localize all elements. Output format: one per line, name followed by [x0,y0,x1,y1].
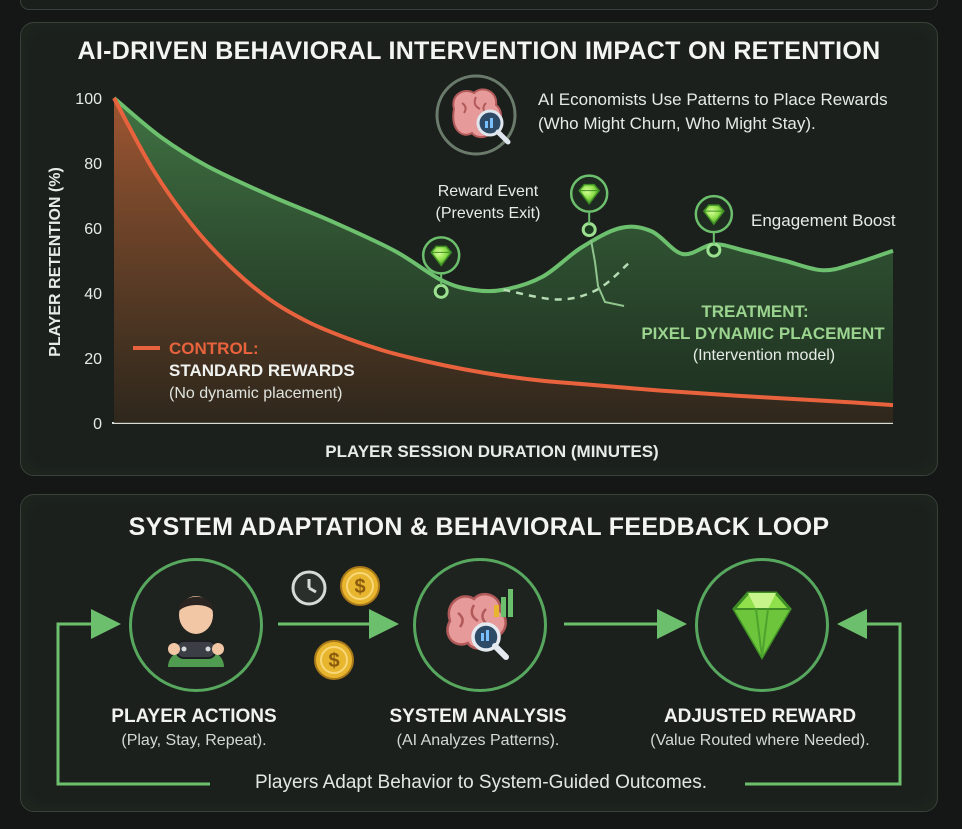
retention-chart: 0 20 40 60 80 100 AI Economists Use Patterns … [47,74,896,461]
treatment-label-line2: PIXEL DYNAMIC PLACEMENT [641,324,885,343]
gem-icon [732,591,792,660]
player-actions-node [129,558,263,692]
control-label-line1: CONTROL: [169,339,259,358]
brain-analytics-icon [446,589,513,660]
treatment-label-connector [590,239,625,307]
player-actions-label: PLAYER ACTIONS [111,706,277,727]
control-label-line3: (No dynamic placement) [169,385,342,402]
reward-event-line1: Reward Event [438,183,539,200]
player-actions-sub: (Play, Stay, Repeat). [121,732,267,749]
reward-point [581,222,597,238]
ai-brain-icon [435,74,517,156]
adjusted-reward-node [695,558,829,692]
x-axis-label: PLAYER SESSION DURATION (MINUTES) [325,442,658,461]
treatment-label-line1: TREATMENT: [701,302,808,321]
y-tick-label: 100 [75,91,102,108]
y-axis-ticks: 0 20 40 60 80 100 [75,91,102,433]
ai-note-line1: AI Economists Use Patterns to Place Rewa… [538,90,888,109]
reward-event-line2: (Prevents Exit) [436,205,541,222]
gamer-icon [168,596,224,667]
y-tick-label: 40 [84,286,102,303]
loop-caption: Players Adapt Behavior to System-Guided … [255,772,707,793]
y-tick-label: 0 [93,416,102,433]
reward-markers [421,174,734,299]
treatment-line [112,96,894,294]
y-axis-label: PLAYER RETENTION (%) [47,167,64,357]
y-tick-label: 80 [84,156,102,173]
reward-point [433,283,449,299]
gem-badge-icon [694,194,734,234]
system-analysis-node [413,558,547,692]
chart-title: AI-DRIVEN BEHAVIORAL INTERVENTION IMPACT… [77,37,881,65]
treatment-label-line3: (Intervention model) [693,347,835,364]
adjusted-reward-label: ADJUSTED REWARD [663,706,857,727]
loop-title: SYSTEM ADAPTATION & BEHAVIORAL FEEDBACK … [128,513,830,541]
gem-badge-icon [421,236,461,275]
reward-point [706,242,722,258]
control-line [112,97,894,408]
adjusted-reward-sub: (Value Routed where Needed). [650,732,870,749]
control-area [114,98,893,423]
y-tick-label: 60 [84,221,102,238]
y-tick-label: 20 [84,351,102,368]
engagement-boost-label: Engagement Boost [751,211,896,230]
ai-note-line2: (Who Might Churn, Who Might Stay). [538,114,816,133]
system-analysis-label: SYSTEM ANALYSIS [389,706,567,727]
system-analysis-sub: (AI Analyzes Patterns). [396,732,560,749]
counterfactual-dashed-line [503,262,629,301]
control-label-line2: STANDARD REWARDS [169,361,355,380]
gem-badge-icon [569,174,609,213]
